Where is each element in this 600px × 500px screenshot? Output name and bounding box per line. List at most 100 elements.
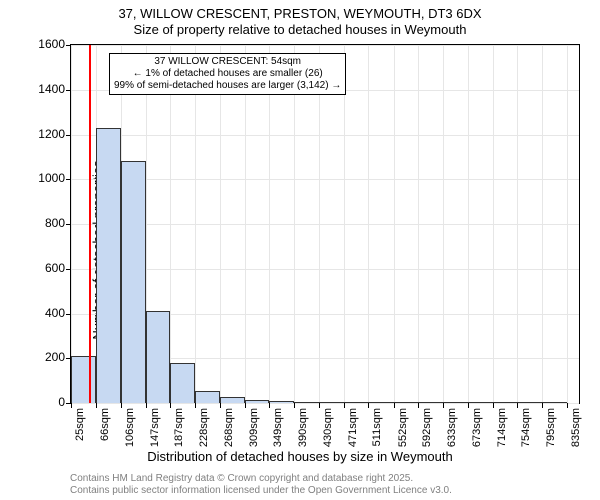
- ytick-label: 0: [25, 395, 65, 409]
- histogram-bar: [71, 356, 96, 403]
- ytick-label: 800: [25, 216, 65, 230]
- gridline-h: [71, 45, 579, 46]
- xtick-mark: [146, 403, 147, 408]
- xtick-label: 309sqm: [248, 408, 260, 447]
- xtick-mark: [121, 403, 122, 408]
- xtick-mark: [245, 403, 246, 408]
- ytick-label: 1400: [25, 82, 65, 96]
- xtick-mark: [294, 403, 295, 408]
- histogram-bar: [245, 400, 269, 403]
- gridline-v: [517, 45, 518, 403]
- xtick-label: 795sqm: [545, 408, 557, 447]
- xtick-mark: [344, 403, 345, 408]
- gridline-v: [394, 45, 395, 403]
- histogram-bar: [96, 128, 120, 403]
- histogram-bar: [368, 402, 393, 403]
- histogram-bar: [269, 401, 294, 403]
- histogram-bar: [170, 363, 195, 403]
- xtick-mark: [195, 403, 196, 408]
- xtick-label: 673sqm: [471, 408, 483, 447]
- xtick-mark: [170, 403, 171, 408]
- xtick-label: 187sqm: [173, 408, 185, 447]
- ytick-label: 600: [25, 261, 65, 275]
- gridline-v: [245, 45, 246, 403]
- gridline-v: [71, 45, 72, 403]
- property-marker-line: [89, 45, 91, 403]
- xtick-label: 106sqm: [124, 408, 136, 447]
- title-line1: 37, WILLOW CRESCENT, PRESTON, WEYMOUTH, …: [0, 6, 600, 21]
- xtick-mark: [319, 403, 320, 408]
- xtick-mark: [443, 403, 444, 408]
- title-line2: Size of property relative to detached ho…: [0, 22, 600, 37]
- gridline-h: [71, 179, 579, 180]
- xtick-label: 633sqm: [446, 408, 458, 447]
- footer-line1: Contains HM Land Registry data © Crown c…: [70, 473, 413, 484]
- xtick-label: 552sqm: [397, 408, 409, 447]
- xtick-label: 228sqm: [198, 408, 210, 447]
- xtick-label: 147sqm: [149, 408, 161, 447]
- xtick-label: 66sqm: [99, 408, 111, 441]
- xtick-mark: [468, 403, 469, 408]
- histogram-bar: [294, 402, 318, 403]
- xtick-label: 714sqm: [496, 408, 508, 447]
- gridline-v: [319, 45, 320, 403]
- ytick-label: 200: [25, 350, 65, 364]
- histogram-bar: [394, 402, 418, 403]
- gridline-h: [71, 224, 579, 225]
- gridline-v: [344, 45, 345, 403]
- xtick-label: 471sqm: [347, 408, 359, 447]
- annotation-line3: 99% of semi-detached houses are larger (…: [114, 80, 341, 92]
- xtick-label: 430sqm: [322, 408, 334, 447]
- xtick-label: 754sqm: [520, 408, 532, 447]
- xtick-label: 268sqm: [223, 408, 235, 447]
- xtick-mark: [493, 403, 494, 408]
- ytick-label: 1600: [25, 37, 65, 51]
- xtick-mark: [220, 403, 221, 408]
- xtick-mark: [542, 403, 543, 408]
- histogram-bar: [542, 402, 566, 403]
- gridline-v: [567, 45, 568, 403]
- xtick-mark: [567, 403, 568, 408]
- histogram-bar: [344, 402, 368, 403]
- xtick-mark: [517, 403, 518, 408]
- xtick-label: 390sqm: [297, 408, 309, 447]
- annotation-box: 37 WILLOW CRESCENT: 54sqm← 1% of detache…: [109, 53, 346, 95]
- gridline-v: [468, 45, 469, 403]
- gridline-v: [368, 45, 369, 403]
- gridline-v: [195, 45, 196, 403]
- histogram-bar: [443, 402, 467, 403]
- xtick-mark: [269, 403, 270, 408]
- xtick-label: 592sqm: [421, 408, 433, 447]
- histogram-bar: [220, 397, 245, 403]
- histogram-bar: [146, 311, 170, 403]
- xtick-mark: [96, 403, 97, 408]
- xtick-mark: [394, 403, 395, 408]
- gridline-h: [71, 403, 579, 404]
- gridline-h: [71, 135, 579, 136]
- histogram-bar: [319, 402, 344, 403]
- xtick-label: 835sqm: [570, 408, 582, 447]
- histogram-bar: [468, 402, 493, 403]
- chart-plot-area: 37 WILLOW CRESCENT: 54sqm← 1% of detache…: [70, 44, 580, 404]
- ytick-label: 400: [25, 306, 65, 320]
- gridline-v: [418, 45, 419, 403]
- xtick-mark: [368, 403, 369, 408]
- histogram-bar: [517, 402, 542, 403]
- histogram-bar: [418, 402, 443, 403]
- gridline-h: [71, 269, 579, 270]
- histogram-bar: [195, 391, 219, 403]
- footer-line2: Contains public sector information licen…: [70, 485, 452, 496]
- xtick-mark: [418, 403, 419, 408]
- gridline-v: [542, 45, 543, 403]
- gridline-v: [220, 45, 221, 403]
- gridline-v: [269, 45, 270, 403]
- xtick-label: 25sqm: [74, 408, 86, 441]
- xtick-label: 349sqm: [272, 408, 284, 447]
- histogram-bar: [493, 402, 517, 403]
- gridline-v: [443, 45, 444, 403]
- ytick-label: 1000: [25, 171, 65, 185]
- ytick-label: 1200: [25, 127, 65, 141]
- gridline-v: [493, 45, 494, 403]
- gridline-v: [294, 45, 295, 403]
- annotation-line1: 37 WILLOW CRESCENT: 54sqm: [114, 56, 341, 68]
